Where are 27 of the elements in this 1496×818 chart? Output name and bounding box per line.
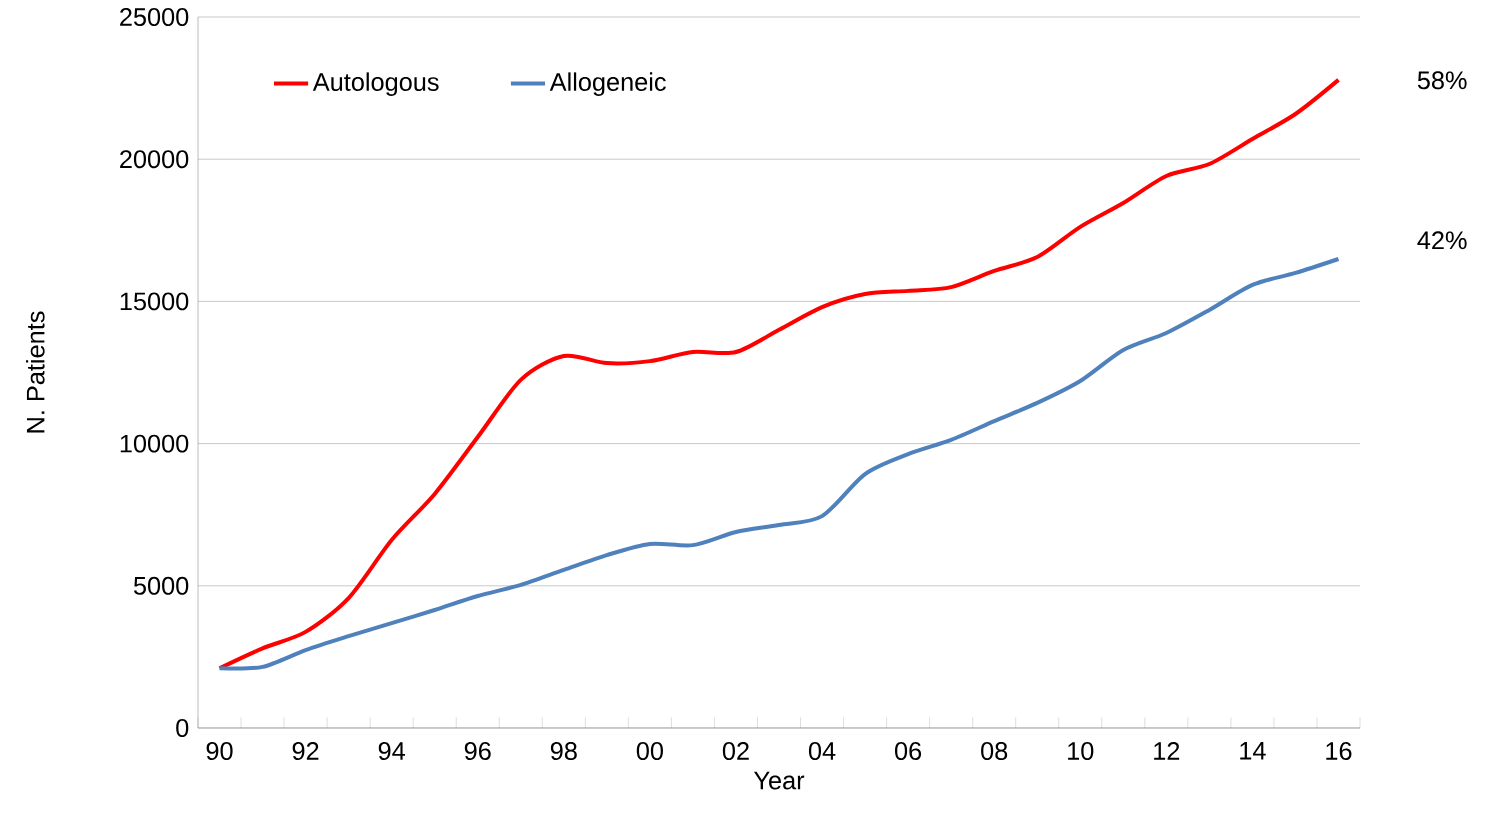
x-tick-label: 04 [808, 742, 836, 760]
x-tick-label: 94 [378, 742, 406, 760]
x-tick-label: 96 [464, 742, 491, 760]
legend-label: Allogeneic [549, 72, 666, 96]
x-tick-label: 92 [292, 742, 319, 760]
y-tick-label: 5000 [133, 576, 189, 595]
x-tick-label: 02 [722, 742, 749, 760]
y-tick-label: 20000 [120, 150, 189, 169]
x-tick-label: 08 [981, 742, 1008, 760]
x-tick-label: 14 [1240, 742, 1266, 760]
y-tick-label: 25000 [120, 8, 189, 26]
text: 42% [1417, 231, 1467, 250]
x-axis-title: Year [753, 771, 805, 790]
y-tick-label: 15000 [120, 292, 189, 311]
line-series [217, 257, 1341, 671]
x-tick-label: 90 [206, 742, 233, 760]
y-tick-label: 0 [176, 719, 189, 737]
x-tick-label: 16 [1326, 742, 1352, 760]
x-tick-label: 10 [1068, 742, 1094, 760]
x-tick-label: 98 [550, 742, 577, 760]
y-tick-label: 10000 [120, 434, 189, 453]
x-tick-label: 00 [636, 742, 663, 760]
legend-label: Autologous [312, 72, 439, 96]
y-axis-title: N. Patients [26, 311, 45, 433]
x-tick-label: 06 [895, 742, 922, 760]
x-tick-label: 12 [1154, 742, 1180, 760]
text: 58% [1417, 71, 1467, 90]
